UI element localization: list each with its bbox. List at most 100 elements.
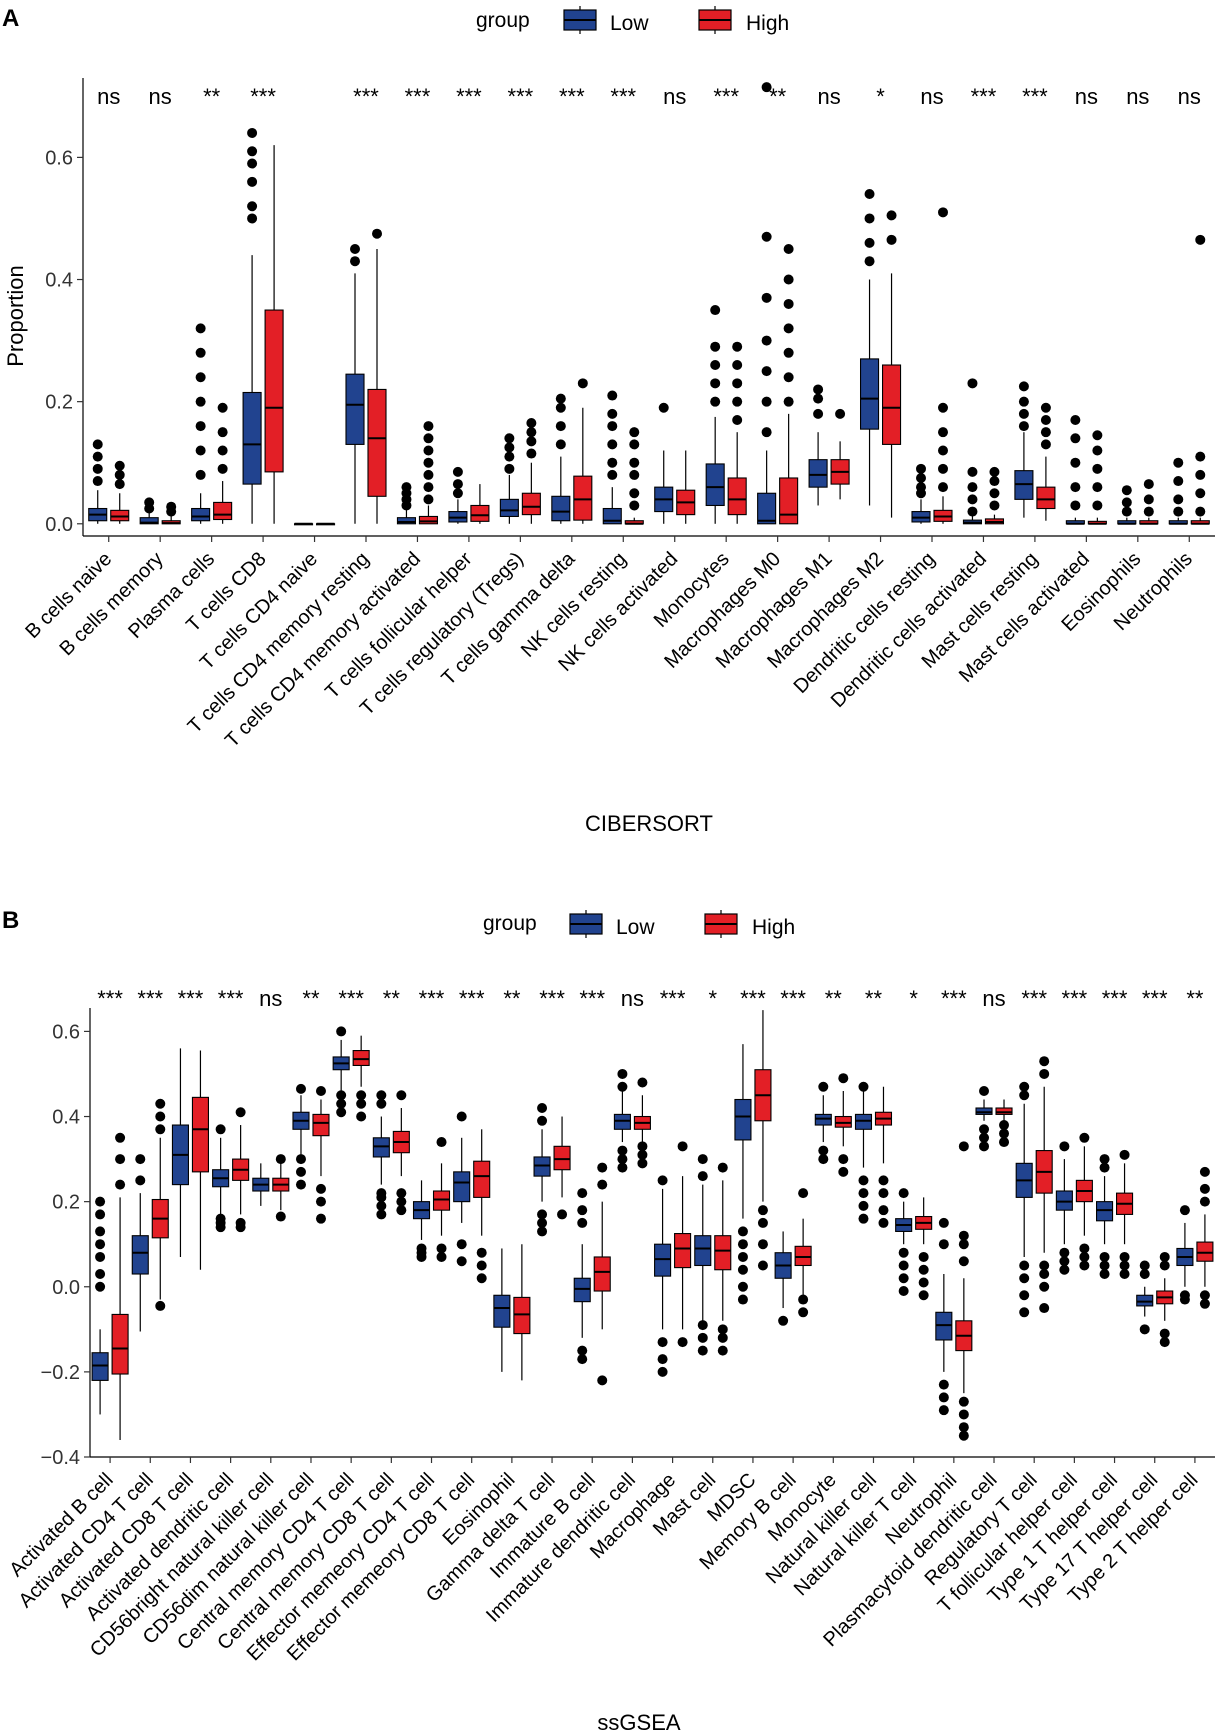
- box-body: [674, 1233, 692, 1269]
- outlier-point: [1019, 1273, 1030, 1284]
- outlier-point: [1159, 1328, 1170, 1339]
- box-high-cd56dim-natural-killer-cell: [312, 1085, 330, 1224]
- outlier-point: [1059, 1247, 1070, 1258]
- outlier-point: [607, 421, 618, 432]
- significance-label: ***: [941, 986, 967, 1011]
- outlier-point: [555, 393, 566, 404]
- outlier-point: [577, 1354, 588, 1365]
- box-high-t-follicular-helper-cell: [1075, 1132, 1093, 1271]
- outlier-point: [938, 482, 948, 493]
- outlier-point: [1059, 1141, 1070, 1152]
- box-body: [593, 1256, 611, 1292]
- outlier-point: [979, 1124, 990, 1135]
- outlier-point: [677, 1141, 688, 1152]
- outlier-point: [1019, 1081, 1030, 1092]
- outlier-point: [295, 1083, 306, 1094]
- outlier-point: [537, 1103, 548, 1114]
- outlier-point: [967, 482, 978, 493]
- outlier-point: [878, 1188, 889, 1199]
- outlier-point: [423, 421, 434, 432]
- outlier-point: [761, 335, 772, 346]
- box-body: [470, 504, 490, 522]
- outlier-point: [1195, 451, 1206, 462]
- box-low-natural-killer-t-cell: [895, 1188, 913, 1297]
- outlier-point: [979, 1085, 990, 1096]
- outlier-point: [1070, 482, 1081, 493]
- outlier-point: [607, 408, 618, 419]
- outlier-point: [989, 476, 1000, 487]
- box-body: [264, 309, 284, 473]
- box-low-regulatory-t-cell: [1015, 1081, 1033, 1318]
- outlier-point: [657, 1354, 668, 1365]
- outlier-point: [247, 213, 258, 224]
- panel-a-y-title: Proportion: [3, 265, 28, 367]
- outlier-point: [1119, 1268, 1130, 1279]
- outlier-point: [452, 466, 463, 477]
- outlier-point: [898, 1286, 909, 1297]
- significance-label: ***: [353, 84, 379, 109]
- outlier-point: [737, 1251, 748, 1262]
- box-low-plasmacytoid-dendritic-cell: [975, 1085, 993, 1152]
- outlier-point: [247, 146, 258, 157]
- outlier-point: [1079, 1132, 1090, 1143]
- outlier-point: [697, 1320, 708, 1331]
- outlier-point: [217, 427, 228, 438]
- box-high-activated-cd8-t-cell: [191, 1050, 209, 1270]
- outlier-point: [376, 1188, 387, 1199]
- box-high-t-cells-cd4-memory-activated: [418, 421, 439, 525]
- outlier-point: [215, 1124, 226, 1135]
- outlier-point: [396, 1205, 407, 1216]
- box-body: [396, 517, 417, 525]
- outlier-point: [989, 488, 1000, 499]
- outlier-point: [1099, 1162, 1110, 1173]
- box-high-cd56bright-natural-killer-cell: [272, 1154, 290, 1222]
- outlier-point: [1195, 506, 1206, 517]
- outlier-point: [918, 1290, 929, 1301]
- outlier-point: [195, 323, 206, 334]
- outlier-point: [958, 1230, 969, 1241]
- box-body: [814, 1113, 832, 1126]
- box-body: [499, 498, 519, 518]
- outlier-point: [697, 1332, 708, 1343]
- outlier-point: [115, 1154, 126, 1165]
- outlier-point: [898, 1247, 909, 1258]
- outlier-point: [95, 1226, 106, 1237]
- outlier-point: [757, 1217, 768, 1228]
- significance-label: **: [769, 84, 787, 109]
- outlier-point: [916, 463, 926, 474]
- outlier-point: [247, 176, 258, 187]
- outlier-point: [938, 1379, 949, 1390]
- outlier-point: [629, 427, 640, 438]
- outlier-point: [336, 1098, 347, 1109]
- outlier-point: [979, 1141, 990, 1152]
- outlier-point: [717, 1324, 728, 1335]
- outlier-point: [697, 1345, 708, 1356]
- box-low-memory-b-cell: [774, 1231, 792, 1326]
- outlier-point: [476, 1260, 487, 1271]
- legend-label-low: Low: [610, 12, 649, 35]
- box-low-monocytes: [705, 305, 725, 524]
- outlier-point: [135, 1175, 146, 1186]
- significance-label: ***: [713, 84, 739, 109]
- box-high-monocyte: [834, 1073, 852, 1177]
- outlier-point: [898, 1188, 909, 1199]
- outlier-point: [1019, 1260, 1030, 1271]
- outlier-point: [1040, 414, 1051, 425]
- outlier-point: [717, 1332, 728, 1343]
- outlier-point: [717, 1162, 728, 1173]
- outlier-point: [938, 427, 948, 438]
- legend-label-low: Low: [616, 916, 655, 939]
- outlier-point: [1070, 457, 1081, 468]
- outlier-point: [577, 1345, 588, 1356]
- outlier-point: [372, 228, 382, 239]
- box-body: [1036, 486, 1056, 510]
- outlier-point: [1195, 488, 1206, 499]
- box-low-t-cells-cd4-memory-activated: [396, 482, 417, 525]
- outlier-point: [938, 402, 948, 413]
- box-body: [453, 1171, 471, 1203]
- significance-label: ns: [1126, 84, 1149, 109]
- outlier-point: [476, 1247, 487, 1258]
- outlier-point: [416, 1243, 427, 1254]
- outlier-point: [761, 427, 772, 438]
- outlier-point: [629, 469, 640, 480]
